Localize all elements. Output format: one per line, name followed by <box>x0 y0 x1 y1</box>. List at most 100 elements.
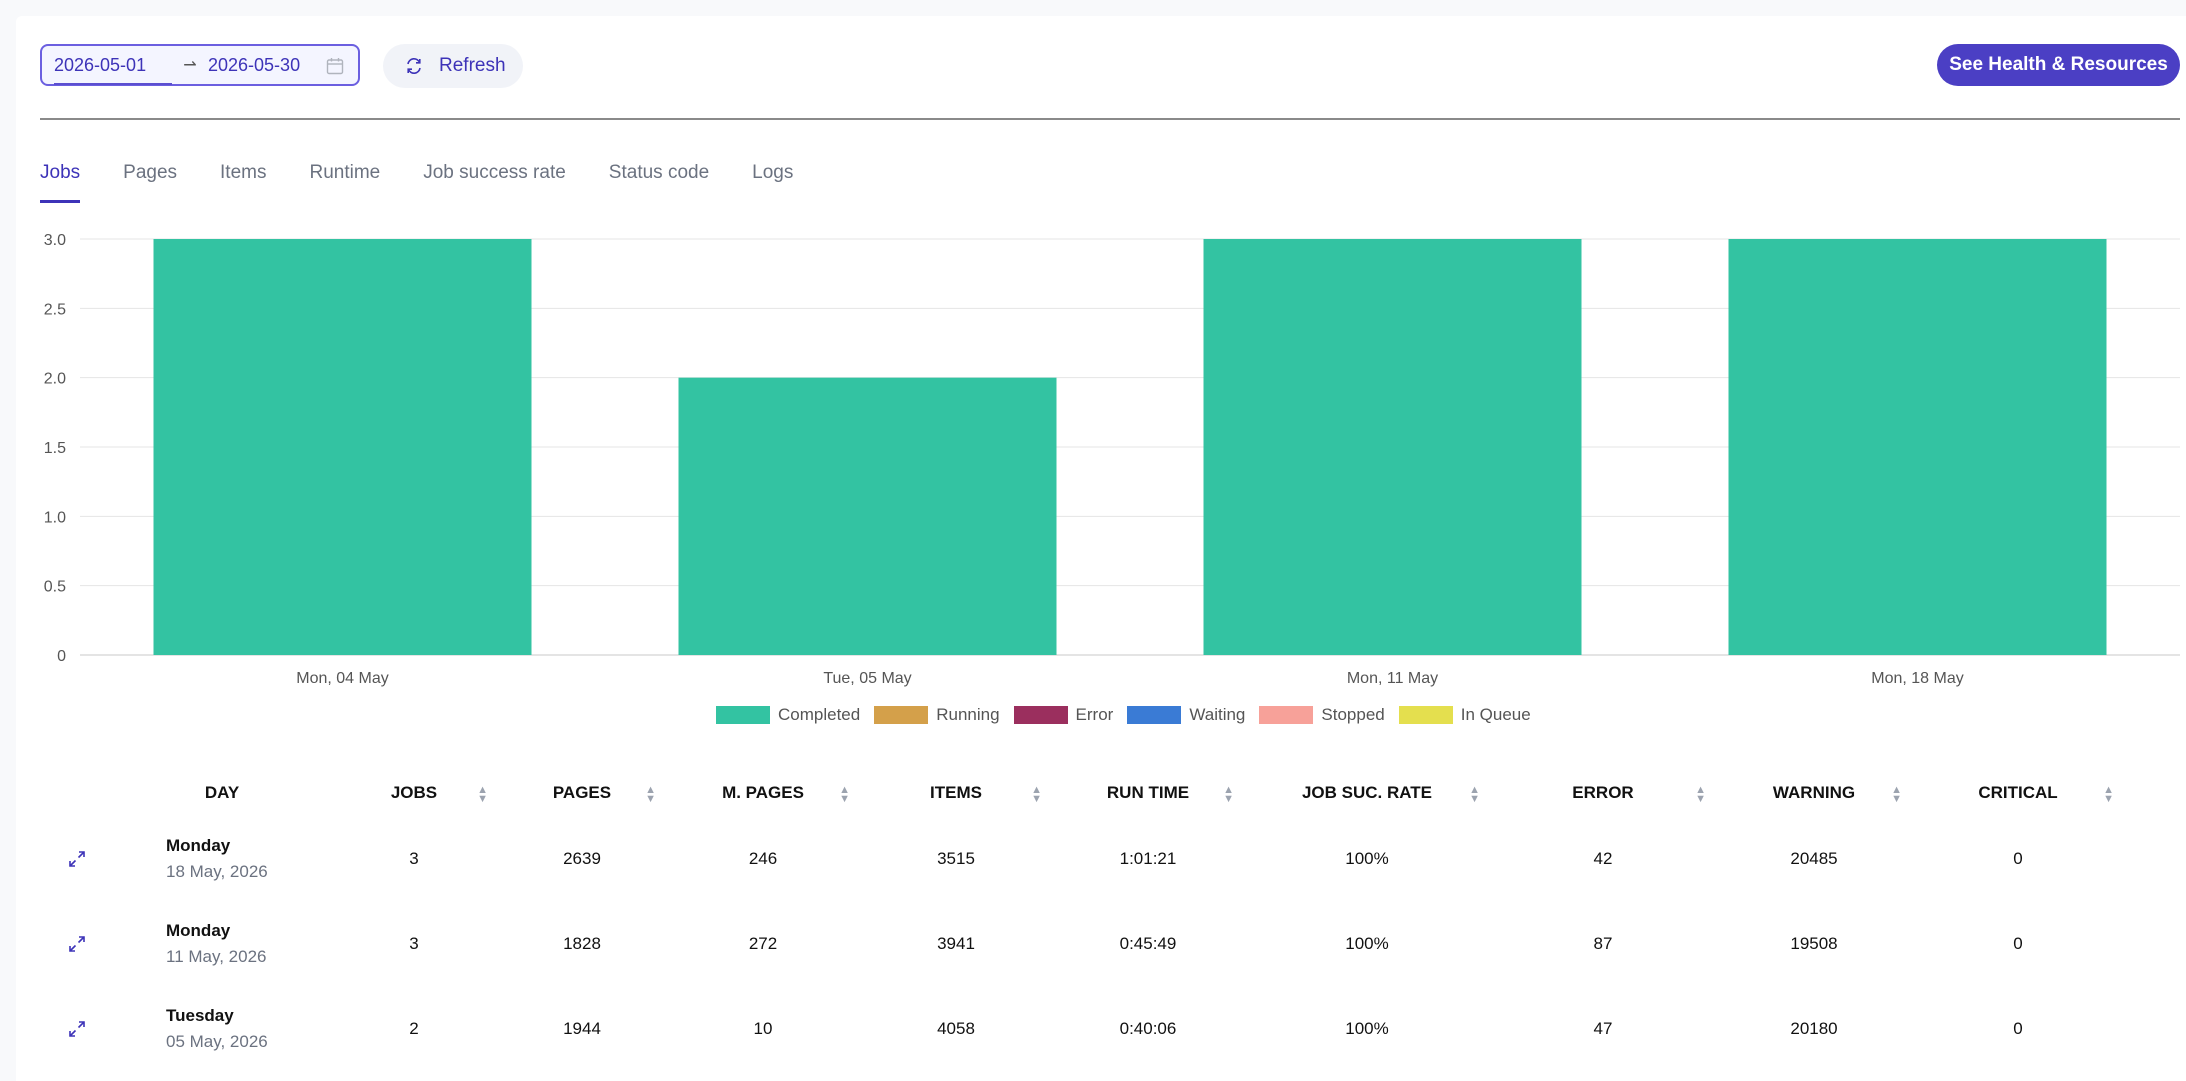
cell-rate: 100% <box>1345 848 1389 868</box>
tab-job-success-rate[interactable]: Job success rate <box>423 162 566 183</box>
column-header-label: CRITICAL <box>1978 783 2058 802</box>
date-end-input[interactable]: 2026-05-30 <box>208 54 301 75</box>
cell-error: 87 <box>1593 933 1613 953</box>
sort-icon[interactable]: ▲ ▼ <box>645 784 656 805</box>
column-header-items[interactable]: ITEMS ▲ ▼ <box>860 783 1052 805</box>
legend-item[interactable]: Waiting <box>1127 705 1245 725</box>
cell-m-pages: 10 <box>753 1018 773 1038</box>
column-header-label: JOBS <box>390 783 438 802</box>
table-row: Monday 18 May, 2026 3 2639 246 3515 1:01:21 100… <box>40 816 2180 901</box>
column-header-label: ERROR <box>1572 783 1634 802</box>
sort-icon[interactable]: ▲ ▼ <box>839 784 850 805</box>
x-tick-label: Mon, 04 May <box>296 670 388 687</box>
legend-item[interactable]: Completed <box>716 705 860 725</box>
sort-icon[interactable]: ▲ ▼ <box>1695 784 1706 805</box>
tab-items[interactable]: Items <box>220 162 267 183</box>
tab-runtime[interactable]: Runtime <box>309 162 381 183</box>
tab-pages[interactable]: Pages <box>123 162 178 183</box>
y-tick-label: 0 <box>57 648 66 665</box>
x-tick-label: Mon, 18 May <box>1871 670 1963 687</box>
table-header: DAY JOBS ▲ ▼ PAGES ▲ ▼ M. PAGES ▲ ▼ ITEMS ▲ ▼ RUN TIM… <box>40 770 2180 816</box>
legend-item[interactable]: Running <box>874 705 1000 725</box>
refresh-button[interactable]: Refresh <box>383 44 523 88</box>
tab-logs[interactable]: Logs <box>752 162 794 183</box>
cell-m-pages: 246 <box>748 848 778 868</box>
cell-jobs: 3 <box>409 848 419 868</box>
bar-completed <box>153 239 532 655</box>
table-row: Tuesday 05 May, 2026 2 1944 10 4058 0:40:06 100… <box>40 986 2180 1071</box>
refresh-icon <box>407 58 421 74</box>
cell-jobs: 2 <box>409 1018 419 1038</box>
day-cell: Tuesday 05 May, 2026 <box>114 1006 330 1052</box>
day-date: 05 May, 2026 <box>166 1031 268 1051</box>
tab-bar: Jobs Pages Items Runtime Job success rat… <box>40 162 836 203</box>
column-header-error[interactable]: ERROR ▲ ▼ <box>1490 783 1716 805</box>
cell-items: 3941 <box>937 933 975 953</box>
expand-row-button[interactable] <box>40 849 114 869</box>
cell-pages: 1828 <box>563 933 601 953</box>
calendar-icon[interactable] <box>326 57 344 75</box>
see-health-resources-button[interactable]: See Health & Resources <box>1937 44 2180 86</box>
column-header-label: PAGES <box>552 783 612 802</box>
cell-pages: 1944 <box>563 1018 601 1038</box>
expand-row-button[interactable] <box>40 934 114 954</box>
sort-icon[interactable]: ▲ ▼ <box>2103 784 2114 805</box>
x-tick-label: Tue, 05 May <box>823 670 911 687</box>
legend-label: Completed <box>778 705 861 724</box>
sort-icon[interactable]: ▲ ▼ <box>1031 784 1042 805</box>
column-header-label: ITEMS <box>930 783 982 802</box>
legend-label: Stopped <box>1321 705 1385 724</box>
cell-runtime: 0:40:06 <box>1119 1018 1177 1038</box>
cell-warning: 20485 <box>1790 848 1838 868</box>
column-header-label: RUN TIME <box>1106 783 1190 802</box>
cell-pages: 2639 <box>563 848 601 868</box>
cell-warning: 20180 <box>1790 1018 1838 1038</box>
column-header-warning[interactable]: WARNING ▲ ▼ <box>1716 783 1912 805</box>
legend-swatch <box>1259 706 1314 724</box>
column-header-critical[interactable]: CRITICAL ▲ ▼ <box>1912 783 2124 805</box>
sort-icon[interactable]: ▲ ▼ <box>1469 784 1480 805</box>
y-tick-label: 1.5 <box>44 440 66 457</box>
column-header-m-pages[interactable]: M. PAGES ▲ ▼ <box>666 783 860 805</box>
column-header-jobs[interactable]: JOBS ▲ ▼ <box>330 783 498 805</box>
cell-error: 47 <box>1593 1018 1613 1038</box>
day-name: Tuesday <box>166 1005 234 1025</box>
y-tick-label: 0.5 <box>44 579 66 596</box>
legend-label: In Queue <box>1460 705 1531 724</box>
cell-runtime: 0:45:49 <box>1119 933 1177 953</box>
bar-completed <box>678 377 1057 655</box>
column-header-day: DAY <box>114 783 330 803</box>
expand-row-button[interactable] <box>40 1019 114 1039</box>
legend-item[interactable]: Error <box>1013 705 1114 725</box>
legend-label: Running <box>936 705 1000 724</box>
expand-icon <box>69 850 85 867</box>
daily-stats-table: DAY JOBS ▲ ▼ PAGES ▲ ▼ M. PAGES ▲ ▼ ITEMS ▲ ▼ RUN TIM… <box>40 770 2180 1071</box>
cell-items: 4058 <box>937 1018 975 1038</box>
day-date: 11 May, 2026 <box>166 946 267 966</box>
date-start-input[interactable]: 2026-05-01 <box>54 45 172 85</box>
column-header-pages[interactable]: PAGES ▲ ▼ <box>498 783 666 805</box>
day-name: Monday <box>166 835 231 855</box>
tab-status-code[interactable]: Status code <box>608 162 710 183</box>
y-tick-label: 2.0 <box>44 371 66 388</box>
sort-icon[interactable]: ▲ ▼ <box>1891 784 1902 805</box>
y-tick-label: 3.0 <box>44 232 66 249</box>
sort-icon[interactable]: ▲ ▼ <box>477 784 488 805</box>
tab-jobs[interactable]: Jobs <box>40 162 81 203</box>
day-date: 18 May, 2026 <box>166 861 268 881</box>
cell-m-pages: 272 <box>748 933 778 953</box>
cell-critical: 0 <box>2013 1018 2023 1038</box>
column-header-run-time[interactable]: RUN TIME ▲ ▼ <box>1052 783 1244 805</box>
legend-label: Error <box>1075 705 1114 724</box>
legend-swatch <box>874 706 929 724</box>
cell-jobs: 3 <box>409 933 419 953</box>
table-row: Monday 11 May, 2026 3 1828 272 3941 0:45:49 100… <box>40 901 2180 986</box>
cell-error: 42 <box>1593 848 1613 868</box>
column-header-job-suc-rate[interactable]: JOB SUC. RATE ▲ ▼ <box>1244 783 1490 805</box>
sort-icon[interactable]: ▲ ▼ <box>1223 784 1234 805</box>
legend-item[interactable]: Stopped <box>1259 705 1385 725</box>
cell-items: 3515 <box>937 848 975 868</box>
date-range-picker[interactable]: 2026-05-01 ⇀ 2026-05-30 <box>40 44 360 86</box>
expand-icon <box>69 1020 85 1037</box>
legend-item[interactable]: In Queue <box>1398 705 1531 725</box>
